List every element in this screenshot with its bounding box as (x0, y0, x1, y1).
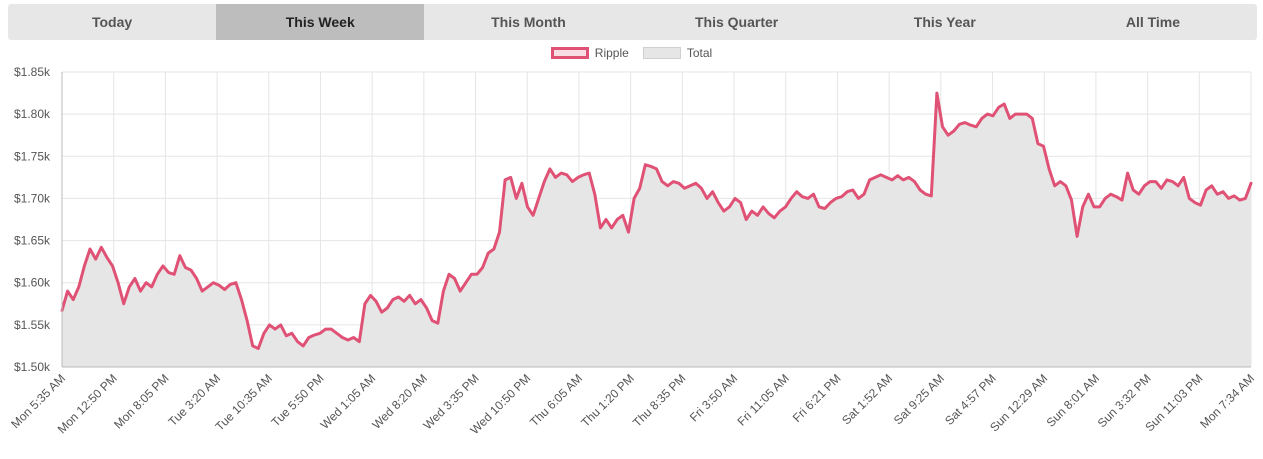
y-tick-label: $1.50k (14, 360, 51, 374)
x-tick-label: Sat 1:52 AM (839, 371, 895, 427)
y-tick-label: $1.75k (14, 149, 51, 163)
x-tick-label: Mon 7:34 AM (1197, 371, 1257, 431)
y-tick-label: $1.80k (14, 107, 51, 121)
x-tick-label: Thu 8:35 PM (630, 371, 688, 429)
chart-area (60, 91, 1253, 367)
x-tick-label: Fri 6:21 PM (790, 371, 844, 425)
time-range-tabs: Today This Week This Month This Quarter … (8, 4, 1257, 40)
x-tick-label: Thu 6:05 AM (527, 371, 585, 429)
tab-this-quarter[interactable]: This Quarter (694, 14, 779, 30)
legend-item-total[interactable]: Total (642, 46, 713, 60)
legend-swatch-total (642, 47, 681, 59)
y-tick-label: $1.85k (14, 65, 51, 79)
x-tick-label: Mon 8:05 PM (111, 371, 171, 431)
chart-legend: Ripple Total (0, 46, 1263, 60)
x-tick-label: Tue 3:20 AM (166, 371, 224, 429)
tab-this-year[interactable]: This Year (913, 14, 976, 30)
x-tick-label: Fri 3:50 AM (687, 371, 740, 424)
y-axis: $1.85k $1.80k $1.75k $1.70k $1.65k $1.60k $1.5… (14, 65, 63, 374)
tab-today[interactable]: Today (91, 14, 133, 30)
tab-this-week[interactable]: This Week (216, 4, 425, 40)
x-tick-label: Fri 11:05 AM (734, 371, 791, 428)
legend-label-ripple: Ripple (594, 46, 629, 60)
y-tick-label: $1.70k (14, 191, 51, 205)
tab-this-month[interactable]: This Month (491, 14, 566, 30)
x-tick-label: Thu 1:20 PM (578, 371, 636, 429)
legend-item-ripple[interactable]: Ripple (550, 46, 629, 60)
legend-swatch-ripple (550, 47, 589, 59)
y-tick-label: $1.65k (14, 234, 51, 248)
x-tick-label: Sat 4:57 PM (942, 371, 999, 428)
ripple-line (60, 91, 1253, 350)
total-area (62, 93, 1251, 367)
tab-all-time[interactable]: All Time (1125, 14, 1181, 30)
x-tick-label: Sun 8:01 AM (1044, 371, 1102, 429)
y-tick-label: $1.55k (14, 318, 51, 332)
x-tick-label: Sat 9:25 AM (891, 371, 947, 427)
y-tick-label: $1.60k (14, 276, 51, 290)
legend-label-total: Total (686, 46, 713, 60)
